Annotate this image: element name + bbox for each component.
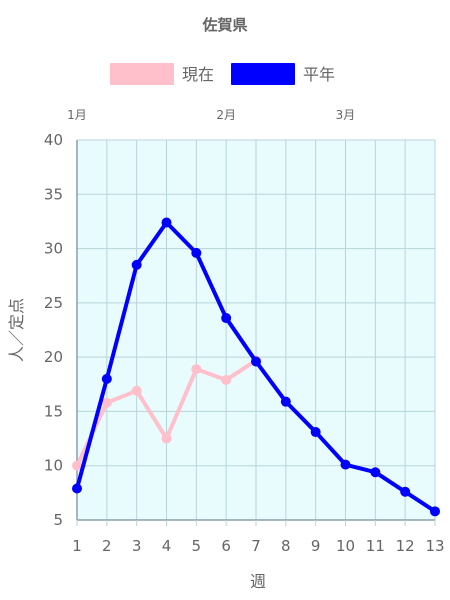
data-point <box>430 506 440 517</box>
legend-swatch <box>110 63 174 85</box>
legend: 現在 平年 <box>110 63 335 85</box>
x-tick-label: 3 <box>132 537 142 555</box>
y-tick-label: 10 <box>44 457 63 475</box>
data-point <box>221 374 232 385</box>
y-tick-label: 5 <box>53 511 63 529</box>
data-point <box>221 313 232 324</box>
y-tick-label: 20 <box>44 348 63 366</box>
x-tick-label: 13 <box>425 537 444 555</box>
x-tick-labels: 1 2 3 4 5 6 7 8 9 10 11 12 13 <box>72 537 444 555</box>
data-point <box>370 467 381 478</box>
month-label: 1月 <box>67 108 87 122</box>
x-tick-label: 8 <box>281 537 291 555</box>
x-tick-label: 5 <box>192 537 202 555</box>
month-label: 2月 <box>216 108 236 122</box>
legend-label: 平年 <box>303 65 335 84</box>
data-point <box>72 483 82 494</box>
data-point <box>400 486 411 497</box>
data-point <box>131 385 142 396</box>
data-point <box>191 247 202 258</box>
data-point <box>101 397 112 408</box>
x-axis-title: 週 <box>250 572 266 591</box>
month-label: 3月 <box>336 108 356 122</box>
data-point <box>251 356 261 367</box>
y-tick-label: 35 <box>44 185 63 203</box>
data-point <box>161 433 172 444</box>
x-tick-label: 1 <box>72 537 82 555</box>
data-point <box>131 259 142 270</box>
x-tick-label: 11 <box>366 537 385 555</box>
series-group <box>72 217 440 517</box>
chart-title: 佐賀県 <box>201 16 247 34</box>
data-point <box>340 459 351 470</box>
y-tick-label: 40 <box>44 131 63 149</box>
y-tick-label: 15 <box>44 402 63 420</box>
x-tick-label: 2 <box>102 537 112 555</box>
x-tick-label: 7 <box>251 537 261 555</box>
data-point <box>280 396 291 407</box>
y-tick-label: 25 <box>44 294 63 312</box>
y-axis-title: 人／定点 <box>7 298 26 362</box>
legend-label: 現在 <box>182 65 214 84</box>
data-point <box>191 364 202 375</box>
data-point <box>161 217 172 228</box>
x-tick-label: 4 <box>162 537 172 555</box>
y-tick-labels: 5 10 15 20 25 30 35 40 <box>44 131 63 529</box>
grid-lines <box>76 139 436 521</box>
data-point <box>101 373 112 384</box>
legend-swatch <box>231 63 295 85</box>
month-labels: 1月 2月 3月 <box>67 108 355 122</box>
data-point <box>310 427 321 438</box>
x-tick-label: 9 <box>311 537 321 555</box>
axes <box>76 140 436 526</box>
x-tick-label: 10 <box>336 537 355 555</box>
x-tick-label: 6 <box>221 537 231 555</box>
x-tick-label: 12 <box>396 537 415 555</box>
data-point <box>72 460 82 471</box>
y-tick-label: 30 <box>44 240 63 258</box>
series-layer <box>72 217 440 517</box>
